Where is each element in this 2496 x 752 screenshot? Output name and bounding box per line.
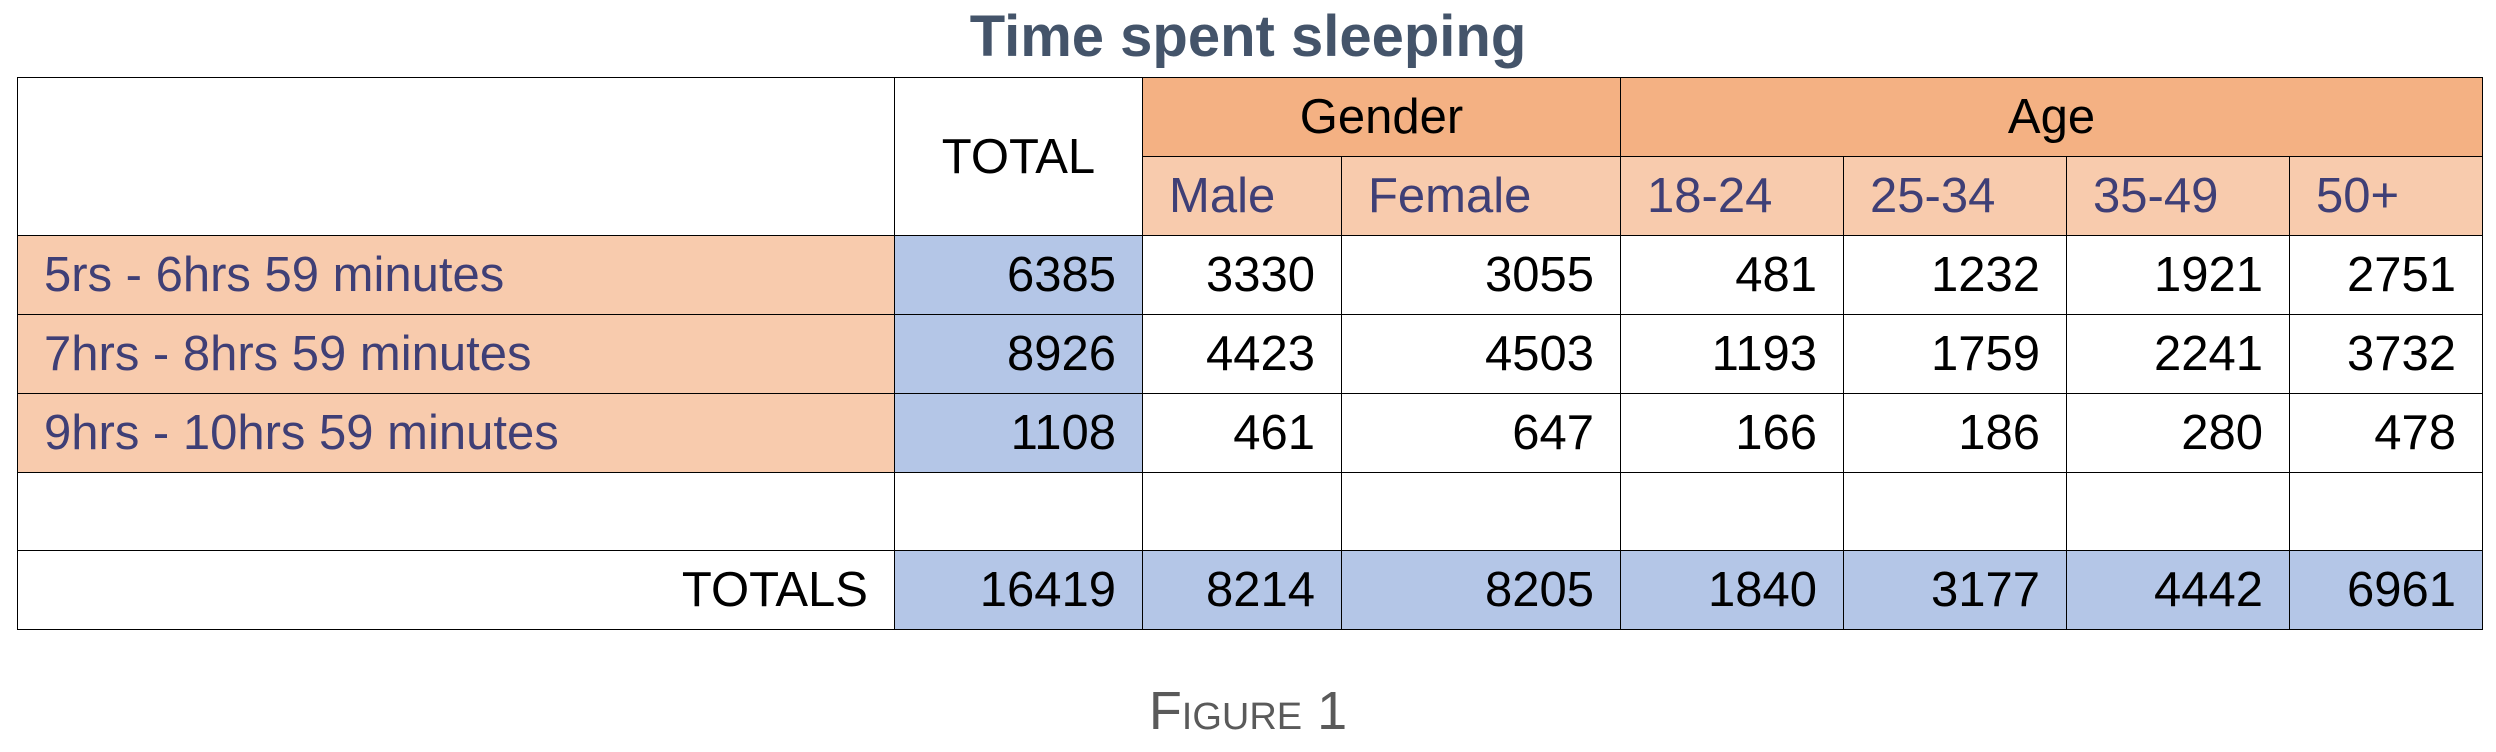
cell-male: 461 <box>1142 393 1342 473</box>
totals-male: 8214 <box>1142 550 1342 630</box>
totals-row: TOTALS 16419 8214 8205 1840 3177 4442 69… <box>17 550 2483 630</box>
cell-50-plus: 2751 <box>2289 235 2483 315</box>
row-total: 8926 <box>894 314 1143 394</box>
table-row: 5rs - 6hrs 59 minutes 6385 3330 3055 481… <box>17 235 2483 315</box>
totals-50-plus: 6961 <box>2289 550 2483 630</box>
cell-25-34: 1759 <box>1843 314 2067 394</box>
empty-cell <box>1142 472 1342 551</box>
totals-total: 16419 <box>894 550 1143 630</box>
empty-cell <box>1341 472 1621 551</box>
header-total: TOTAL <box>894 77 1143 236</box>
totals-label: TOTALS <box>17 550 895 630</box>
totals-35-49: 4442 <box>2066 550 2290 630</box>
cell-50-plus: 3732 <box>2289 314 2483 394</box>
sleep-table: TOTAL Gender Age Male Female 18-24 25-34… <box>17 77 2483 630</box>
header-col-female: Female <box>1341 156 1621 236</box>
row-label: 7hrs - 8hrs 59 minutes <box>17 314 895 394</box>
cell-35-49: 280 <box>2066 393 2290 473</box>
row-label: 9hrs - 10hrs 59 minutes <box>17 393 895 473</box>
empty-cell <box>2289 472 2483 551</box>
row-label: 5rs - 6hrs 59 minutes <box>17 235 895 315</box>
empty-cell <box>894 472 1143 551</box>
row-total: 6385 <box>894 235 1143 315</box>
cell-35-49: 2241 <box>2066 314 2290 394</box>
empty-cell <box>2066 472 2290 551</box>
totals-25-34: 3177 <box>1843 550 2067 630</box>
header-row-columns: Male Female 18-24 25-34 35-49 50+ <box>18 156 2483 236</box>
header-row-groups: TOTAL Gender Age <box>17 77 2483 236</box>
cell-male: 4423 <box>1142 314 1342 394</box>
table-row: 7hrs - 8hrs 59 minutes 8926 4423 4503 11… <box>17 314 2483 394</box>
cell-35-49: 1921 <box>2066 235 2290 315</box>
header-group-age: Age <box>1620 77 2483 157</box>
figure-caption: Figure 1 <box>1148 681 1348 741</box>
cell-male: 3330 <box>1142 235 1342 315</box>
row-total: 1108 <box>894 393 1143 473</box>
header-col-35-49: 35-49 <box>2066 156 2290 236</box>
header-col-18-24: 18-24 <box>1620 156 1844 236</box>
cell-18-24: 1193 <box>1620 314 1844 394</box>
cell-18-24: 166 <box>1620 393 1844 473</box>
empty-row <box>17 472 2483 551</box>
empty-cell <box>1620 472 1844 551</box>
totals-female: 8205 <box>1341 550 1621 630</box>
cell-18-24: 481 <box>1620 235 1844 315</box>
empty-cell <box>17 472 895 551</box>
header-col-25-34: 25-34 <box>1843 156 2067 236</box>
cell-female: 4503 <box>1341 314 1621 394</box>
header-col-male: Male <box>1142 156 1342 236</box>
header-col-50-plus: 50+ <box>2289 156 2483 236</box>
cell-25-34: 1232 <box>1843 235 2067 315</box>
table-row: 9hrs - 10hrs 59 minutes 1108 461 647 166… <box>17 393 2483 473</box>
totals-18-24: 1840 <box>1620 550 1844 630</box>
cell-female: 3055 <box>1341 235 1621 315</box>
header-group-gender: Gender <box>1142 77 1621 157</box>
cell-50-plus: 478 <box>2289 393 2483 473</box>
cell-female: 647 <box>1341 393 1621 473</box>
empty-cell <box>1843 472 2067 551</box>
cell-25-34: 186 <box>1843 393 2067 473</box>
header-blank-cell <box>17 77 895 236</box>
chart-title: Time spent sleeping <box>969 4 1527 69</box>
